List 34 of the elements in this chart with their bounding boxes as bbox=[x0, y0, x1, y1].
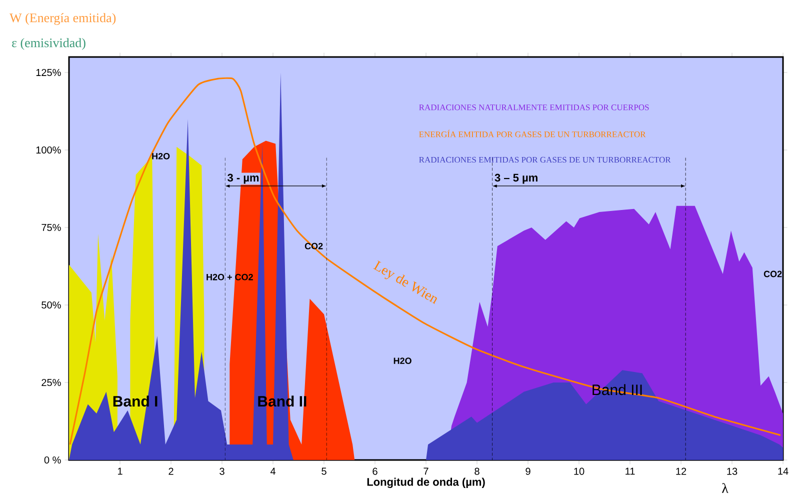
x-tick-label: 2 bbox=[168, 468, 174, 475]
y-tick-label: 125% bbox=[36, 68, 61, 76]
annotation: H2O bbox=[152, 153, 170, 160]
y-tick-label: 0 % bbox=[44, 456, 61, 464]
ref-line-label: 3 - µm bbox=[228, 174, 259, 184]
y-axis-title: ε (emisividad) bbox=[12, 38, 86, 50]
x-tick-label: 9 bbox=[526, 468, 530, 475]
x-tick-label: 1 bbox=[118, 468, 122, 475]
text: λ bbox=[722, 483, 728, 493]
annotation: CO2 bbox=[764, 270, 782, 278]
y-tick-label: 100% bbox=[36, 146, 61, 154]
x-tick-label: 11 bbox=[626, 468, 635, 475]
x-tick-label: 13 bbox=[727, 468, 738, 475]
text: ENERGÍA EMITIDA POR GASES DE UN TURBORREACTOR bbox=[419, 130, 646, 138]
text: RADIACIONES NATURALMENTE EMITIDAS POR CUERPOS bbox=[419, 104, 649, 110]
x-tick-label: 5 bbox=[322, 468, 326, 475]
ref-line-label: 3 – 5 µm bbox=[494, 174, 538, 184]
annotation: H2O + CO2 bbox=[206, 274, 253, 280]
x-tick-label: 10 bbox=[574, 468, 584, 475]
x-tick-label: 12 bbox=[676, 468, 686, 475]
annotation: H2O bbox=[394, 358, 412, 364]
x-tick-label: 7 bbox=[424, 468, 428, 475]
text: RADIACIONES EMITIDAS POR GASES DE UN TURBORREACTOR bbox=[419, 156, 671, 163]
x-tick-label: 14 bbox=[778, 468, 788, 475]
y-tick-label: 75% bbox=[42, 224, 61, 232]
x-axis-title: Longitud de onda (µm) bbox=[367, 478, 485, 488]
x-tick-label: 6 bbox=[372, 468, 378, 475]
chart-title: W (Energía emitida) bbox=[10, 13, 116, 25]
y-tick-label: 50% bbox=[42, 301, 61, 309]
x-tick-label: 3 bbox=[220, 468, 224, 475]
y-tick-label: 25% bbox=[42, 378, 61, 386]
x-tick-label: 4 bbox=[270, 468, 276, 475]
annotation: Ley de Wien bbox=[373, 260, 437, 304]
x-tick-label: 8 bbox=[474, 468, 480, 475]
